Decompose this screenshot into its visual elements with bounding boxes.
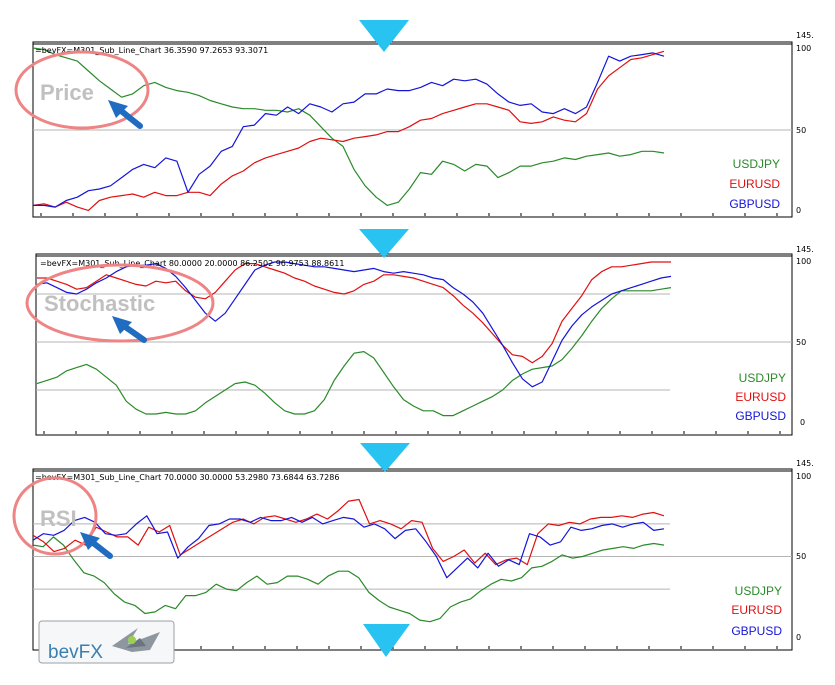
rsi-header: =bevFX=M301_Sub_Line_Chart 70.0000 30.00… [35,473,339,482]
down-arrow-icon-lower [360,443,410,472]
stochastic-tick-0: 0 [800,418,805,427]
rsi-tick-0: 0 [796,633,801,642]
stochastic-pointer-icon [112,316,147,343]
stochastic-panel: =bevFX=M301_Sub_Line_Chart 80.0000 20.00… [25,245,814,436]
stochastic-legend-usdjpy: USDJPY [739,371,786,385]
price-callout-ellipse [14,50,150,130]
price-legend-gbpusd: GBPUSD [729,197,780,211]
logo-bird-icon [112,628,160,652]
price-line-gbpusd [33,52,665,208]
down-arrow-icon-bottom [363,624,410,657]
price-pointer-icon [108,100,143,129]
price-legend-usdjpy: USDJPY [733,157,780,171]
price-callout-label: Price [40,80,94,105]
stochastic-scale-top: 145. [796,245,814,254]
stochastic-line-usdjpy [36,287,672,417]
rsi-line-usdjpy [33,536,665,623]
price-scale-top: 145. [796,31,814,40]
price-line-usdjpy [33,47,665,206]
rsi-line-gbpusd [33,515,665,579]
price-series [33,47,665,211]
stochastic-frame [35,253,793,436]
price-header: =bevFX=M301_Sub_Line_Chart 36.3590 97.26… [35,46,268,55]
price-legend-eurusd: EURUSD [729,177,780,191]
stochastic-header: =bevFX=M301_Sub_Line_Chart 80.0000 20.00… [40,259,344,268]
rsi-frame [32,468,793,651]
stochastic-legend-eurusd: EURUSD [735,390,786,404]
price-tick-50: 50 [796,126,806,135]
stochastic-line-eurusd [37,261,671,364]
rsi-callout-ellipse [12,476,98,556]
price-tick-0: 0 [796,206,801,215]
rsi-pointer-icon [80,532,113,559]
rsi-legend-eurusd: EURUSD [731,603,782,617]
stochastic-x-ticks [43,431,781,434]
price-tick-100: 100 [796,44,811,53]
bevfx-logo: bevFX [38,620,175,664]
stochastic-tick-100: 100 [796,257,811,266]
logo-text: bevFX [48,642,103,663]
stochastic-levels [36,293,792,391]
price-line-eurusd [33,50,665,211]
price-panel: =bevFX=M301_Sub_Line_Chart 36.3590 97.26… [14,31,814,218]
price-x-ticks [40,213,778,216]
stochastic-tick-50: 50 [796,338,806,347]
rsi-legend-gbpusd: GBPUSD [731,624,782,638]
rsi-legend-usdjpy: USDJPY [735,584,782,598]
rsi-panel: =bevFX=M301_Sub_Line_Chart 70.0000 30.00… [12,459,814,651]
down-arrow-icon-top [359,20,409,52]
stochastic-callout-label: Stochastic [44,291,155,316]
rsi-series [33,498,665,623]
rsi-tick-100: 100 [796,472,811,481]
rsi-scale-top: 145. [796,459,814,468]
rsi-callout-label: RSI [40,506,77,531]
rsi-line-eurusd [33,498,665,566]
rsi-tick-50: 50 [796,552,806,561]
stochastic-legend-gbpusd: GBPUSD [735,409,786,423]
stochastic-callout-ellipse [25,263,215,343]
down-arrow-icon-middle [359,229,409,258]
